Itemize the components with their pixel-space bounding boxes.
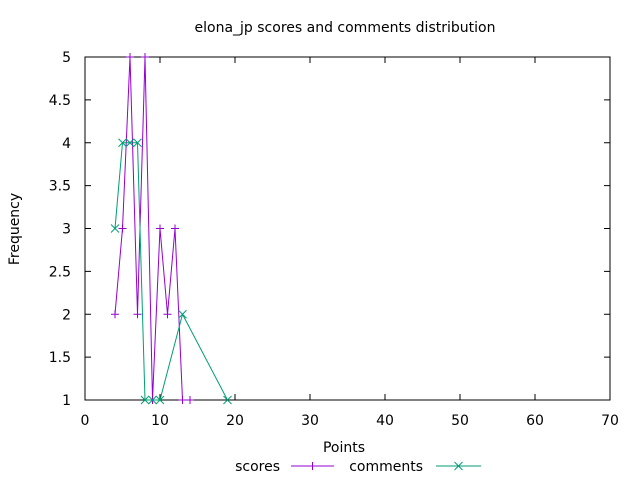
y-tick-label: 2 <box>62 307 71 323</box>
legend-label-comments: comments <box>349 459 423 475</box>
x-tick-label: 30 <box>301 413 319 429</box>
data-point-scores <box>163 310 172 319</box>
data-point-comments <box>155 395 165 405</box>
data-point-scores <box>133 310 142 319</box>
y-tick-label: 3.5 <box>49 179 71 195</box>
legend-marker-scores <box>308 462 317 470</box>
data-point-scores <box>111 310 119 319</box>
data-point-comments <box>178 309 187 319</box>
x-tick-label: 40 <box>376 413 394 429</box>
data-point-scores <box>178 396 187 404</box>
y-tick-label: 1.5 <box>49 350 71 366</box>
legend-label-scores: scores <box>235 459 280 475</box>
data-point-scores <box>141 53 149 61</box>
y-tick-label: 5 <box>62 50 71 66</box>
legend-marker-comments <box>454 461 463 471</box>
data-point-scores <box>126 53 134 61</box>
y-tick-label: 4 <box>62 136 71 152</box>
data-point-comments <box>140 395 150 405</box>
y-axis-label: Frequency <box>7 193 23 265</box>
data-point-comments <box>133 138 142 148</box>
data-point-comments <box>223 395 232 405</box>
data-point-scores <box>118 224 127 233</box>
x-axis: 0 10 20 30 40 50 60 70 <box>81 57 619 429</box>
x-tick-label: 50 <box>451 413 469 429</box>
data-point-comments <box>110 224 120 233</box>
y-tick-label: 1 <box>62 393 71 409</box>
x-tick-label: 20 <box>226 413 244 429</box>
y-axis: 1 1.5 2 2.5 3 3.5 4 4.5 5 <box>49 50 610 409</box>
y-tick-label: 4.5 <box>49 93 71 109</box>
x-tick-label: 10 <box>151 413 169 429</box>
y-tick-label: 2.5 <box>49 264 71 280</box>
x-tick-label: 60 <box>526 413 544 429</box>
data-point-scores <box>156 224 164 233</box>
data-point-scores <box>186 396 194 404</box>
x-tick-label: 70 <box>601 413 619 429</box>
y-tick-label: 3 <box>62 222 71 238</box>
chart-title: elona_jp scores and comments distributio… <box>195 20 496 36</box>
data-point-comments <box>125 138 135 148</box>
data-point-comments <box>148 395 157 405</box>
data-point-comments <box>118 138 127 148</box>
x-axis-label: Points <box>323 440 365 456</box>
x-tick-label: 0 <box>81 413 90 429</box>
data-point-scores <box>171 224 179 233</box>
legend: scores comments <box>235 459 481 475</box>
series-layer <box>110 53 232 405</box>
